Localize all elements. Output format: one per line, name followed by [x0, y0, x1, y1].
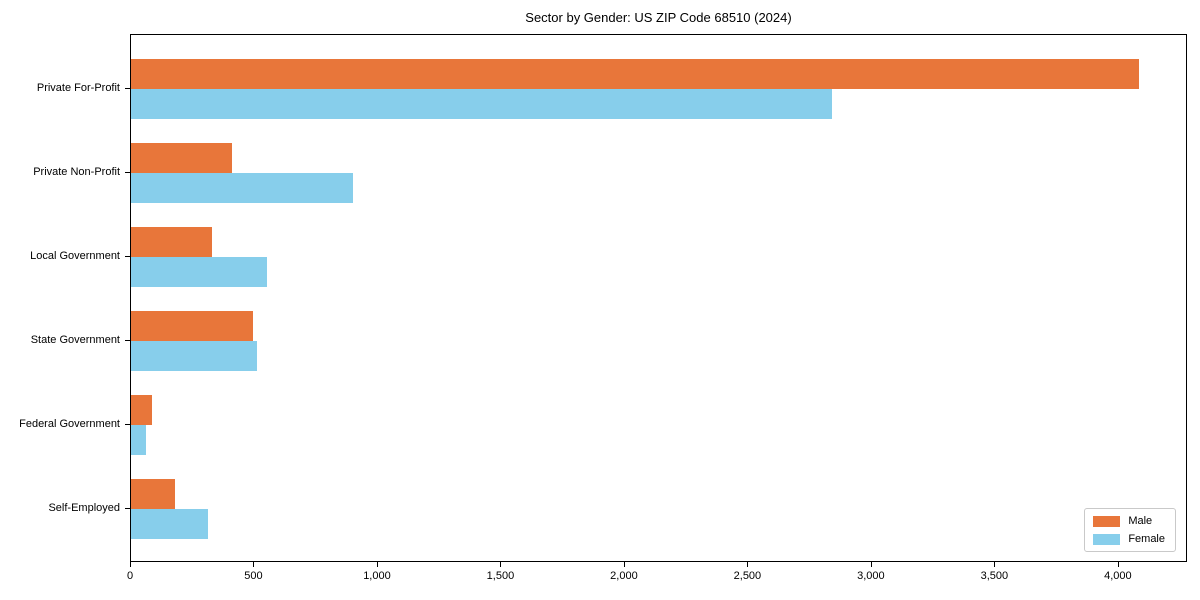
x-tick-mark: [1117, 562, 1119, 567]
x-tick-mark: [870, 562, 872, 567]
x-tick-mark: [130, 562, 131, 567]
x-tick-label: 1,000: [363, 570, 391, 582]
y-tick-mark: [125, 340, 130, 341]
x-tick-mark: [376, 562, 378, 567]
bar-male-5: [131, 479, 176, 509]
x-tick-label: 1,500: [486, 570, 515, 582]
legend-swatch-female: [1093, 533, 1121, 545]
x-tick-mark: [623, 562, 625, 567]
x-tick-mark: [253, 562, 255, 567]
y-axis-label: Self-Employed: [48, 502, 120, 514]
bar-female-4: [131, 425, 146, 455]
x-tick-mark: [994, 562, 996, 567]
x-tick-label: 3,000: [857, 570, 885, 582]
bar-male-3: [131, 311, 254, 341]
bar-male-2: [131, 227, 213, 257]
legend-label-female: Female: [1128, 533, 1165, 545]
y-axis-label: State Government: [30, 334, 120, 346]
bar-female-1: [131, 173, 354, 203]
y-axis-label: Private For-Profit: [36, 82, 120, 94]
bar-female-2: [131, 257, 267, 287]
x-tick-label: 3,500: [980, 570, 1009, 582]
y-axis-label: Private Non-Profit: [33, 166, 120, 178]
y-tick-mark: [125, 424, 130, 425]
legend-row-male: Male: [1093, 515, 1165, 527]
y-tick-mark: [125, 256, 130, 257]
x-tick-label: 500: [244, 570, 263, 582]
y-axis-label: Local Government: [30, 250, 120, 262]
plot-area: Male Female: [130, 34, 1187, 562]
y-tick-mark: [125, 88, 130, 89]
x-tick-label: 4,000: [1104, 570, 1132, 582]
bar-female-3: [131, 341, 257, 371]
bar-male-0: [131, 59, 1139, 89]
x-tick-label: 2,500: [733, 570, 762, 582]
x-tick-label: 2,000: [610, 570, 638, 582]
legend-label-male: Male: [1128, 515, 1153, 527]
legend-row-female: Female: [1093, 533, 1165, 545]
y-axis-label: Federal Government: [19, 418, 120, 430]
x-tick-mark: [747, 562, 749, 567]
bar-male-1: [131, 143, 233, 173]
bar-male-4: [131, 395, 152, 425]
x-tick-mark: [500, 562, 502, 567]
bar-female-5: [131, 509, 208, 539]
bar-female-0: [131, 89, 833, 119]
chart-title: Sector by Gender: US ZIP Code 68510 (202…: [525, 10, 792, 25]
y-tick-mark: [125, 508, 130, 509]
y-tick-mark: [125, 172, 130, 173]
x-tick-label: 0: [126, 570, 134, 582]
legend-swatch-male: [1093, 515, 1121, 527]
legend: Male Female: [1084, 508, 1176, 552]
